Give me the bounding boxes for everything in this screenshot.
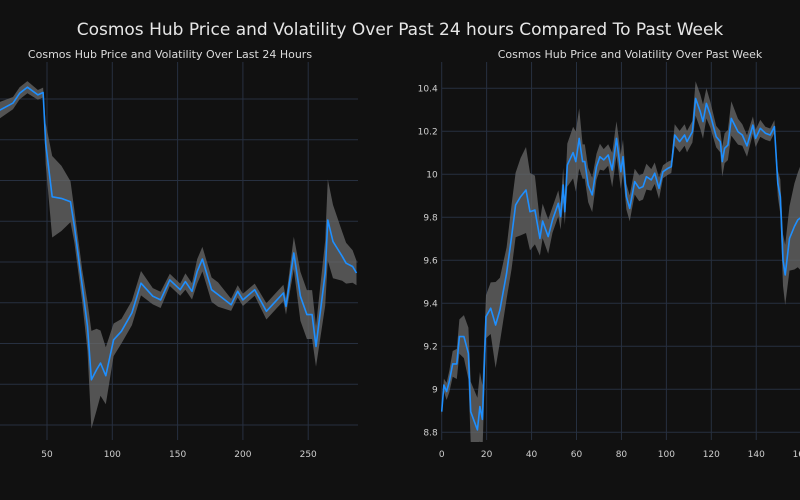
right-subplot-title: Cosmos Hub Price and Volatility Over Pas… xyxy=(497,48,763,61)
y-tick-label: 9.8 xyxy=(423,213,438,223)
price-line xyxy=(441,97,800,431)
left-subplot: 50 100 150 200 250 xyxy=(0,62,358,460)
x-tick-label: 100 xyxy=(104,450,121,460)
price-line xyxy=(0,86,358,381)
plot-area xyxy=(441,81,800,442)
x-tick-label: 50 xyxy=(41,450,53,460)
y-tick-label: 9.6 xyxy=(423,256,438,266)
x-tick-label: 140 xyxy=(748,450,765,460)
x-tick-label: 80 xyxy=(616,450,628,460)
x-tick-label: 150 xyxy=(169,450,186,460)
x-tick-label: 100 xyxy=(658,450,675,460)
left-subplot-title: Cosmos Hub Price and Volatility Over Las… xyxy=(27,48,313,61)
x-tick-label: 40 xyxy=(526,450,538,460)
y-tick-label: 10.4 xyxy=(418,84,438,94)
x-tick-label: 20 xyxy=(481,450,493,460)
volatility-band xyxy=(441,81,800,442)
y-tick-label: 10 xyxy=(426,170,438,180)
figure-title: Cosmos Hub Price and Volatility Over Pas… xyxy=(76,20,724,40)
x-tick-label: 250 xyxy=(300,450,317,460)
y-tick-label: 9 xyxy=(432,385,438,395)
x-tick-label: 200 xyxy=(234,450,251,460)
y-tick-label: 10.2 xyxy=(418,127,438,137)
y-tick-label: 9.2 xyxy=(423,342,437,352)
y-tick-label: 9.4 xyxy=(423,299,438,309)
x-tick-label: 60 xyxy=(571,450,583,460)
volatility-band xyxy=(0,81,357,429)
x-tick-label: 160 xyxy=(793,450,800,460)
x-tick-label: 0 xyxy=(439,450,445,460)
y-tick-label: 8.8 xyxy=(423,428,438,438)
plot-area xyxy=(0,81,358,429)
x-tick-label: 120 xyxy=(703,450,720,460)
right-subplot: 8.8 9 9.2 9.4 9.6 9.8 10 10.2 10.4 0 20 40 60 80 100 12… xyxy=(418,62,800,460)
